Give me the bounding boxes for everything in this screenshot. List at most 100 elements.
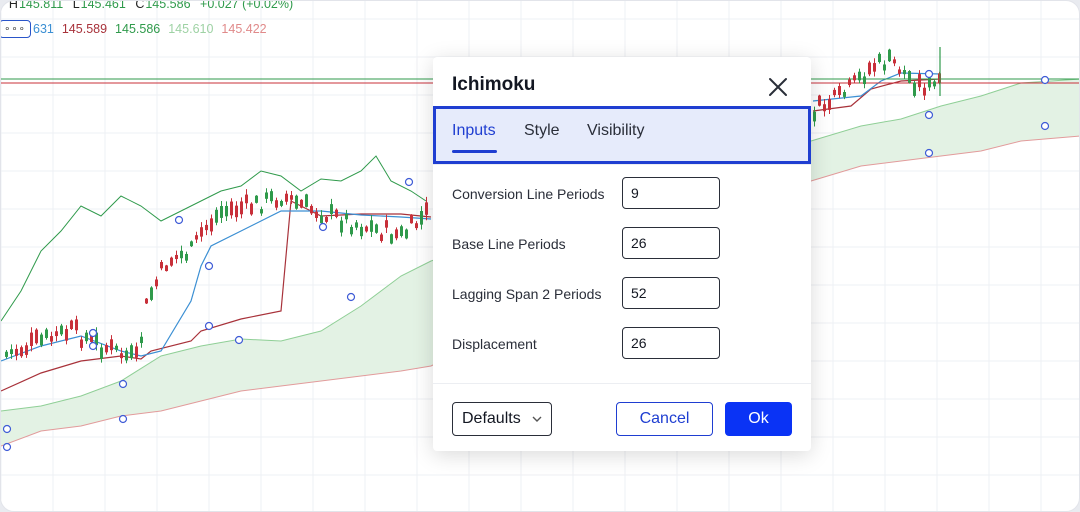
- base-line-periods-input[interactable]: [622, 227, 720, 259]
- lagging-span-2-periods-input[interactable]: [622, 277, 720, 309]
- candle-body: [853, 75, 856, 81]
- candle-body: [340, 220, 343, 233]
- candle-body: [818, 95, 821, 106]
- candle-body: [115, 345, 118, 350]
- conversion-line-periods-label: Conversion Line Periods: [452, 186, 605, 202]
- candle-body: [888, 49, 891, 62]
- candle-body: [10, 349, 13, 354]
- lagging-span-line: [1, 155, 427, 322]
- displacement-label: Displacement: [452, 336, 537, 352]
- tab-inputs[interactable]: Inputs: [452, 122, 496, 139]
- indicator-legend: ∘∘∘ 631 145.589 145.586 145.610 145.422: [1, 20, 275, 38]
- candle-body: [415, 223, 418, 229]
- data-point-marker: [2, 424, 12, 434]
- candle-body: [295, 195, 298, 209]
- data-point-marker: [404, 177, 414, 187]
- candle-body: [225, 205, 228, 217]
- candle-body: [903, 70, 906, 75]
- candle-body: [265, 192, 268, 199]
- legend-span-b-value: 145.422: [221, 22, 267, 36]
- candle-body: [385, 220, 388, 228]
- candle-body: [95, 332, 98, 346]
- candle-body: [933, 81, 936, 87]
- candle-body: [55, 331, 58, 337]
- candle-body: [275, 200, 278, 208]
- candle-body: [145, 298, 148, 304]
- candle-body: [180, 250, 183, 259]
- data-point-marker: [1040, 75, 1050, 85]
- candle-body: [80, 339, 83, 348]
- data-point-marker: [118, 379, 128, 389]
- candle-body: [420, 211, 423, 225]
- candle-body: [235, 205, 238, 218]
- legend-low-value: 145.461: [80, 0, 126, 11]
- candle-body: [848, 79, 851, 86]
- candle-body: [25, 345, 28, 355]
- candle-body: [100, 347, 103, 359]
- ellipsis-icon[interactable]: ∘∘∘: [1, 20, 31, 38]
- candle-body: [40, 334, 43, 346]
- candle-body: [858, 71, 861, 81]
- candle-body: [45, 329, 48, 338]
- data-point-marker: [88, 328, 98, 338]
- legend-lagging-value: 145.586: [115, 22, 161, 36]
- active-tab-indicator: [452, 150, 497, 153]
- candle-body: [160, 262, 163, 269]
- candle-body: [140, 336, 143, 344]
- candle-body: [285, 193, 288, 202]
- candle-body: [190, 241, 193, 247]
- base-line-periods-label: Base Line Periods: [452, 236, 566, 252]
- candle-body: [280, 201, 283, 206]
- candle-body: [908, 71, 911, 83]
- candle-body: [210, 218, 213, 232]
- candle-body: [425, 202, 428, 215]
- legend-close-value: 145.586: [145, 0, 191, 11]
- conversion-line: [1, 210, 432, 362]
- candle-body: [315, 211, 318, 218]
- candle-body: [395, 229, 398, 239]
- close-icon[interactable]: [766, 75, 790, 99]
- candle-body: [923, 87, 926, 96]
- lagging-span-2-periods-label: Lagging Span 2 Periods: [452, 286, 602, 302]
- candle-body: [838, 86, 841, 95]
- candle-body: [345, 213, 348, 220]
- candle-body: [390, 234, 393, 244]
- data-point-marker: [204, 321, 214, 331]
- candle-body: [50, 336, 53, 342]
- candle-body: [250, 203, 253, 215]
- candle-body: [135, 346, 138, 358]
- displacement-input[interactable]: [622, 327, 720, 359]
- tabs-divider: [433, 164, 811, 165]
- candle-body: [893, 59, 896, 64]
- candle-body: [150, 287, 153, 300]
- tab-style[interactable]: Style: [524, 122, 560, 139]
- ok-button[interactable]: Ok: [725, 402, 792, 436]
- legend-change: +0.027 (+0.02%): [200, 0, 294, 11]
- data-point-marker: [318, 222, 328, 232]
- candle-body: [60, 325, 63, 335]
- candle-body: [863, 76, 866, 85]
- candle-body: [360, 226, 363, 237]
- candle-body: [305, 194, 308, 207]
- candle-body: [75, 319, 78, 331]
- candle-body: [5, 351, 8, 357]
- candle-body: [823, 104, 826, 112]
- tab-visibility[interactable]: Visibility: [587, 122, 645, 139]
- conversion-line-periods-input[interactable]: [622, 177, 720, 209]
- candle-body: [15, 348, 18, 356]
- candle-body: [335, 209, 338, 217]
- tab-bar: Inputs Style Visibility: [433, 106, 811, 164]
- candle-body: [400, 226, 403, 236]
- chevron-down-icon: [532, 416, 542, 422]
- legend-conversion-value: 631: [33, 22, 54, 36]
- candle-body: [290, 195, 293, 200]
- cancel-button[interactable]: Cancel: [616, 402, 713, 436]
- data-point-marker: [234, 335, 244, 345]
- candle-body: [65, 329, 68, 341]
- candle-body: [120, 353, 123, 359]
- defaults-dropdown[interactable]: Defaults: [452, 402, 552, 436]
- candle-body: [325, 217, 328, 222]
- candle-body: [375, 224, 378, 233]
- candle-body: [125, 350, 128, 361]
- candle-body: [883, 64, 886, 71]
